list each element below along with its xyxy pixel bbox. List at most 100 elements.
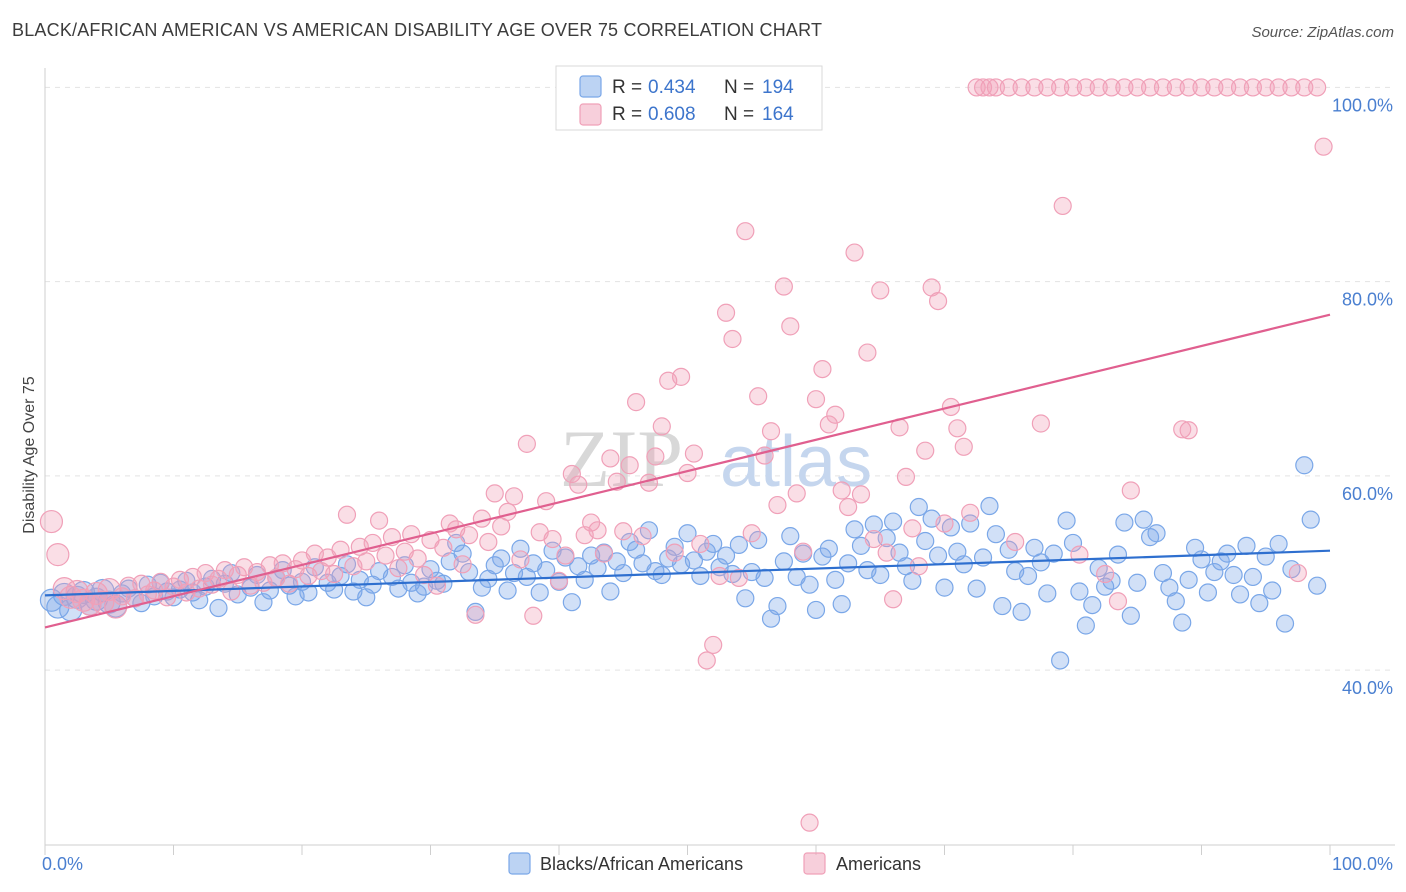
americans-point-145 — [973, 78, 993, 97]
americans-point-150 — [1025, 78, 1044, 97]
americans-point-133 — [896, 467, 916, 486]
blacks-point-78 — [562, 593, 581, 612]
americans-point-120 — [813, 359, 832, 379]
blacks-point-112 — [781, 527, 800, 546]
blacks-point-143 — [980, 496, 999, 516]
y-tick-labels: 100.0% 80.0% 60.0% 40.0% — [1332, 95, 1393, 698]
legend-box: R = 0.434 N = 194 R = 0.608 N = 164 — [555, 65, 823, 131]
blacks-point-32 — [254, 593, 273, 612]
americans-point-87 — [601, 449, 620, 468]
americans-point-52 — [376, 546, 395, 565]
americans-point-61 — [434, 538, 453, 557]
legend-swatch-americans — [579, 103, 602, 126]
americans-point-109 — [742, 524, 761, 543]
legend-n-value-0: 194 — [762, 77, 794, 98]
americans-point-98 — [671, 367, 691, 386]
americans-point-125 — [845, 243, 864, 262]
x-tick-labels: 0.0% 100.0% — [42, 854, 1393, 874]
americans-point-60 — [427, 576, 447, 595]
blacks-point-58 — [434, 574, 453, 593]
americans-point-64 — [453, 555, 472, 574]
americans-point-144 — [967, 78, 986, 97]
americans-point-100 — [684, 444, 704, 463]
blacks-point-152 — [1038, 584, 1057, 603]
blacks-point-68 — [498, 581, 517, 600]
americans-point-91 — [626, 393, 646, 412]
americans-point-138 — [928, 292, 948, 311]
blacks-point-172 — [1166, 592, 1185, 611]
americans-point-126 — [851, 485, 871, 504]
americans-point-157 — [1115, 78, 1134, 97]
americans-point-170 — [1282, 78, 1301, 97]
americans-point-110 — [749, 387, 768, 406]
americans-point-105 — [716, 303, 736, 322]
americans-point-72 — [504, 487, 524, 506]
blacks-point-184 — [1295, 456, 1314, 475]
americans-point-44 — [325, 564, 344, 584]
series-americans-points — [39, 78, 1333, 832]
legend-r-label-0: R = — [612, 77, 642, 98]
americans-point-97 — [665, 543, 684, 562]
americans-point-159 — [1140, 78, 1160, 97]
americans-point-119 — [806, 390, 826, 409]
blacks-point-162 — [1102, 571, 1121, 590]
bottom-legend-swatch-americans — [803, 852, 826, 875]
americans-point-163 — [1192, 78, 1211, 97]
americans-point-104 — [710, 566, 729, 586]
blacks-point-192 — [1211, 552, 1230, 571]
watermark-atlas: atlas — [720, 422, 872, 502]
americans-point-128 — [864, 529, 883, 549]
blacks-point-141 — [967, 579, 986, 598]
blacks-point-191 — [1224, 565, 1243, 585]
blacks-point-177 — [1205, 562, 1224, 582]
legend-n-label-0: N = — [724, 77, 754, 98]
blacks-point-158 — [1076, 616, 1095, 635]
legend-r-label-1: R = — [612, 104, 642, 125]
blacks-point-84 — [601, 582, 620, 601]
blacks-point-132 — [909, 497, 928, 517]
americans-point-158 — [1128, 78, 1147, 97]
blacks-point-151 — [1031, 553, 1050, 572]
blacks-point-135 — [928, 546, 948, 565]
blacks-point-185 — [1301, 510, 1320, 529]
blacks-point-179 — [1230, 585, 1250, 604]
americans-point-1 — [46, 542, 70, 567]
blacks-point-100 — [704, 534, 723, 554]
blacks-point-163 — [1108, 545, 1128, 564]
americans-point-146 — [980, 78, 999, 97]
americans-point-149 — [1012, 78, 1031, 97]
americans-point-106 — [723, 329, 742, 349]
americans-point-177 — [1288, 563, 1307, 583]
blacks-point-116 — [806, 600, 826, 620]
blacks-point-155 — [1057, 511, 1076, 530]
americans-point-129 — [871, 281, 890, 300]
americans-point-101 — [691, 534, 710, 554]
americans-point-182 — [1096, 564, 1115, 584]
blacks-point-86 — [614, 563, 633, 583]
americans-point-151 — [1038, 78, 1057, 97]
americans-point-178 — [1314, 137, 1333, 156]
source-credit: Source: ZipAtlas.com — [1251, 24, 1394, 41]
y-tick-label-2: 60.0% — [1342, 484, 1393, 504]
americans-point-9 — [97, 577, 121, 602]
blacks-point-115 — [800, 575, 819, 594]
x-tick-label-1: 100.0% — [1332, 854, 1393, 874]
legend-swatch-blacks — [579, 75, 602, 98]
americans-point-85 — [588, 521, 607, 540]
americans-point-173 — [1053, 196, 1072, 216]
blacks-point-5 — [71, 580, 96, 605]
blacks-point-107 — [749, 530, 768, 550]
americans-point-167 — [1243, 78, 1263, 97]
blacks-point-126 — [871, 565, 890, 585]
blacks-point-165 — [1121, 606, 1140, 625]
blacks-trend-line — [44, 549, 1331, 597]
americans-point-79 — [549, 571, 569, 590]
y-tick-label-3: 40.0% — [1342, 678, 1393, 698]
americans-point-139 — [935, 514, 954, 533]
blacks-point-4 — [65, 585, 89, 609]
blacks-point-98 — [691, 566, 710, 586]
blacks-point-105 — [736, 589, 755, 608]
blacks-point-122 — [845, 520, 864, 539]
blacks-point-176 — [1192, 550, 1211, 569]
blacks-point-67 — [492, 549, 511, 568]
